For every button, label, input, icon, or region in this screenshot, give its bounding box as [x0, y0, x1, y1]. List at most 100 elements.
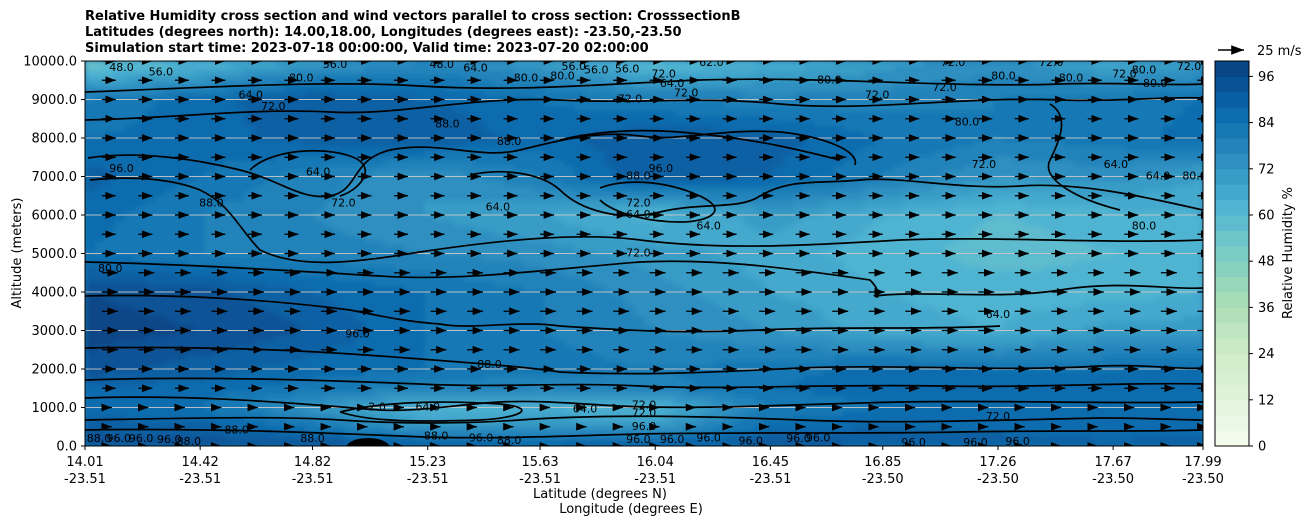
contour-label: 96.0: [106, 432, 131, 445]
contour-line: [85, 396, 1203, 412]
contour-label: 72.0: [651, 67, 676, 80]
colorbar-segment: [1215, 276, 1249, 293]
contour-label: 96.0: [626, 433, 651, 446]
y-tick-label: 10000.0: [23, 55, 77, 70]
contour-label: 96.0: [660, 433, 685, 446]
colorbar-segment: [1215, 292, 1249, 308]
x-axis: 14.01 -23.51 14.42 -23.51 14.82 -23.51 15.23 -2…: [64, 446, 1224, 487]
contour-label: 80.0: [955, 116, 980, 129]
colorbar-segment: [1215, 122, 1249, 139]
contour-label: 96.0: [649, 162, 674, 175]
contour-label: 72.0: [618, 93, 643, 106]
contour-label: 72.0: [865, 89, 890, 102]
contour-label: 64.0: [626, 208, 651, 221]
x-tick-label-lat: 15.23: [409, 455, 446, 470]
x-tick-label-lon: -23.51: [292, 472, 334, 487]
x-tick-label-lon: -23.51: [179, 472, 221, 487]
contour-label: 88.0: [177, 435, 202, 448]
contour-label: 96.0: [1005, 435, 1030, 448]
contour-label: 64.0: [696, 220, 721, 233]
contour-label: 64.0: [1146, 170, 1171, 183]
colorbar-segment: [1215, 384, 1249, 401]
contour-label: 88.0: [497, 434, 522, 447]
colorbar-segment: [1215, 184, 1249, 201]
contour-label: 72.0: [626, 247, 651, 260]
contour-label: 80.0: [1059, 71, 1084, 84]
x-tick-label-lon: -23.50: [1182, 472, 1224, 487]
contour-label: 96.0: [963, 436, 988, 449]
contour-label: 56.0: [584, 64, 609, 77]
contour-label: 80.0: [817, 73, 842, 86]
contour-label: 88.0: [626, 170, 651, 183]
contour-label: 72.0: [972, 158, 997, 171]
contour-label: 96.0: [901, 436, 926, 449]
contour-label: 80.0: [1132, 64, 1157, 77]
y-tick-label: 7000.0: [32, 170, 78, 185]
colorbar-segment: [1215, 399, 1249, 416]
contour-label: 72.0: [1112, 67, 1137, 80]
contour-label: 48.0: [429, 58, 454, 71]
contour-label: 64.0: [238, 89, 263, 102]
colorbar-tick-label: 36: [1258, 301, 1275, 316]
contour-label: 62.0: [699, 56, 724, 69]
x-tick-label-lon: -23.51: [749, 472, 791, 487]
colorbar-segment: [1215, 199, 1249, 216]
contour-label: 64.0: [463, 62, 488, 75]
y-axis: 0.0 1000.0 2000.0 3000.0 4000.0 5000.0 6000.0 7…: [23, 55, 85, 455]
x-tick-label-lat: 16.45: [752, 455, 789, 470]
chart-title-line-1: Relative Humidity cross section and wind…: [85, 9, 741, 24]
y-tick-label: 3000.0: [32, 324, 78, 339]
x-tick-label-lat: 16.04: [637, 455, 674, 470]
x-tick-label-lat: 14.82: [294, 455, 331, 470]
x-tick-label-lat: 16.85: [864, 455, 901, 470]
contour-label: 80.0: [991, 69, 1016, 82]
contour-line: [599, 181, 716, 223]
contour-label: 72.0: [986, 410, 1011, 423]
colorbar-tick-label: 84: [1258, 116, 1275, 131]
contour-label: 64.0: [486, 200, 511, 213]
colorbar-segment: [1215, 415, 1249, 432]
y-tick-label: 2000.0: [32, 363, 78, 378]
contour-label: 72.0: [632, 399, 657, 412]
contour-label: 96.0: [786, 432, 811, 445]
contour-label: 96.0: [632, 420, 657, 433]
colorbar-segment: [1215, 168, 1249, 185]
contour-label: 72.0: [632, 406, 657, 419]
contour-label: 88.0: [224, 424, 249, 437]
chart-title-line-2: Latitudes (degrees north): 14.00,18.00, …: [85, 25, 682, 40]
contour-label: 96.0: [738, 434, 763, 447]
contour-label: 72.0: [1039, 56, 1064, 69]
colorbar-segment: [1215, 338, 1249, 355]
contour-label: 88.0: [435, 118, 460, 131]
contour-line: [339, 401, 523, 422]
contour-line: [85, 428, 1203, 439]
colorbar-segment: [1215, 91, 1249, 108]
contour-label: 64.0: [660, 77, 685, 90]
colorbar-segment: [1215, 61, 1249, 77]
colorbar-tick-label: 0: [1258, 440, 1266, 455]
contour-label: 96.0: [806, 431, 831, 444]
contour-label: 88.0: [300, 432, 325, 445]
quiver-key-label: 25 m/s: [1257, 44, 1302, 59]
colorbar-label: Relative Humidity %: [1281, 187, 1296, 319]
x-tick-label-lon: -23.51: [519, 472, 561, 487]
colorbar-segment: [1215, 230, 1249, 247]
chart-title-line-3: Simulation start time: 2023-07-18 00:00:…: [85, 41, 649, 56]
contour-label: 80.0: [289, 71, 314, 84]
x-tick-label-lon: -23.50: [977, 472, 1019, 487]
y-tick-label: 1000.0: [32, 401, 78, 416]
colorbar-tick-label: 96: [1258, 70, 1275, 85]
x-tick-label-lon: -23.51: [634, 472, 676, 487]
colorbar-segment: [1215, 369, 1249, 385]
contour-line: [559, 129, 841, 161]
contour-label: 88.0: [477, 358, 502, 371]
x-tick-label-lon: -23.51: [407, 472, 449, 487]
y-tick-label: 0.0: [56, 440, 77, 455]
contour-label: 80.0: [514, 71, 539, 84]
contour-label: 80.0: [1132, 220, 1157, 233]
contour-line: [469, 170, 1203, 217]
y-axis-label: Altitude (meters): [10, 198, 25, 309]
colorbar-tick-label: 60: [1258, 209, 1275, 224]
contour-label: 96.0: [696, 431, 721, 444]
colorbar-segment: [1215, 76, 1249, 93]
